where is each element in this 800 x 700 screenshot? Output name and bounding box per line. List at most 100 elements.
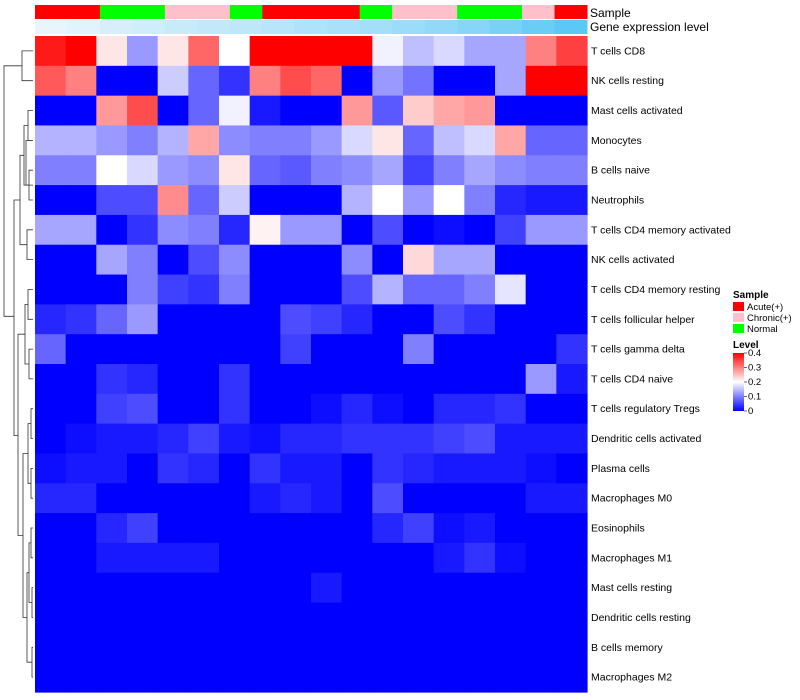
gene-expression-annotation-label: Gene expression level — [590, 20, 709, 34]
heatmap-cell — [65, 125, 97, 156]
heatmap-cell — [280, 125, 312, 156]
heatmap-cell — [433, 393, 465, 425]
heatmap-cell — [188, 483, 220, 514]
heatmap-cell — [433, 214, 465, 246]
heatmap-cell — [65, 334, 97, 365]
heatmap-cell — [433, 95, 465, 127]
heatmap-cell — [464, 214, 496, 246]
heatmap-cell — [372, 214, 404, 246]
heatmap-cell — [157, 483, 189, 514]
heatmap-cell — [433, 304, 465, 335]
dendrogram-branch — [13, 199, 20, 436]
heatmap-cell — [249, 185, 281, 216]
heatmap-cell — [525, 65, 557, 97]
heatmap-cell — [219, 304, 251, 335]
heatmap-cell — [433, 274, 465, 305]
heatmap-cell — [96, 423, 128, 455]
heatmap-cell — [311, 274, 343, 305]
heatmap-cell — [96, 185, 128, 216]
heatmap-cell — [219, 244, 251, 276]
heatmap-cell — [188, 304, 220, 335]
heatmap-cell — [157, 36, 189, 67]
heatmap-cell — [127, 185, 159, 216]
heatmap-cell — [556, 95, 588, 127]
heatmap-cell — [311, 155, 343, 186]
heatmap-cell — [372, 602, 404, 633]
sample-annotation-cell — [489, 5, 523, 19]
sample-annotation-cell — [197, 5, 231, 19]
heatmap-cell — [249, 334, 281, 365]
dendrogram-branch — [31, 646, 33, 678]
gene-expression-annotation-cell — [489, 20, 523, 34]
heatmap-cell — [219, 185, 251, 216]
heatmap-cell — [127, 125, 159, 156]
heatmap-cell — [495, 393, 527, 425]
heatmap-cell — [249, 542, 281, 574]
heatmap-cell — [372, 483, 404, 514]
heatmap-cell — [280, 364, 312, 395]
heatmap-cell — [249, 572, 281, 604]
heatmap-cell — [157, 244, 189, 276]
heatmap-cell — [249, 65, 281, 97]
row-label: T cells CD4 naive — [591, 373, 673, 385]
heatmap-cell — [219, 334, 251, 365]
heatmap-cell — [433, 65, 465, 97]
heatmap-cell — [157, 572, 189, 604]
dendrogram-branch — [27, 110, 33, 141]
heatmap-cell — [127, 155, 159, 186]
heatmap-cell — [464, 125, 496, 156]
heatmap-cell — [188, 364, 220, 395]
heatmap-cell — [495, 513, 527, 544]
heatmap-cell — [65, 513, 97, 544]
gene-expression-annotation-cell — [554, 20, 588, 34]
heatmap-cell — [65, 632, 97, 663]
sample-annotation-cell — [457, 5, 491, 19]
heatmap-cell — [433, 632, 465, 663]
heatmap-cell — [35, 542, 67, 574]
heatmap-cell — [219, 602, 251, 633]
heatmap-cell — [341, 602, 373, 633]
heatmap-cell — [157, 542, 189, 574]
heatmap-cell — [341, 572, 373, 604]
heatmap-cell — [219, 662, 251, 693]
legend-sample-title: Sample — [733, 290, 769, 301]
heatmap-cell — [464, 185, 496, 216]
heatmap-cell — [403, 304, 435, 335]
heatmap-cell — [96, 334, 128, 365]
heatmap-cell — [96, 155, 128, 186]
heatmap-cell — [525, 95, 557, 127]
heatmap-cell — [403, 65, 435, 97]
heatmap-cell — [219, 125, 251, 156]
row-label: Neutrophils — [591, 195, 644, 207]
legend-level-tick-0.4: 0.4 — [748, 348, 761, 359]
heatmap-cell — [311, 453, 343, 484]
heatmap-cell — [96, 602, 128, 633]
heatmap-cell — [525, 632, 557, 663]
row-label: Eosinophils — [591, 523, 645, 535]
heatmap-cell — [372, 304, 404, 335]
heatmap-cell — [65, 423, 97, 455]
gene-expression-annotation-cell — [132, 20, 166, 34]
heatmap-cell — [525, 364, 557, 395]
heatmap-cell — [403, 513, 435, 544]
heatmap-cell — [341, 95, 373, 127]
heatmap-cell — [556, 364, 588, 395]
heatmap-cell — [403, 364, 435, 395]
heatmap-cell — [35, 602, 67, 633]
heatmap-cell — [280, 185, 312, 216]
heatmap-cell — [249, 304, 281, 335]
heatmap-cell — [464, 632, 496, 663]
heatmap-cell — [341, 632, 373, 663]
heatmap-cell — [188, 155, 220, 186]
heatmap-cell — [96, 393, 128, 425]
heatmap-cell — [65, 214, 97, 246]
heatmap-cell — [96, 572, 128, 604]
heatmap-cell — [127, 274, 159, 305]
heatmap-cell — [280, 662, 312, 693]
heatmap-cell — [311, 393, 343, 425]
sample-annotation-label: Sample — [590, 6, 631, 20]
heatmap-cell — [65, 95, 97, 127]
heatmap-cell — [127, 393, 159, 425]
heatmap-cell — [35, 95, 67, 127]
heatmap-cell — [280, 214, 312, 246]
